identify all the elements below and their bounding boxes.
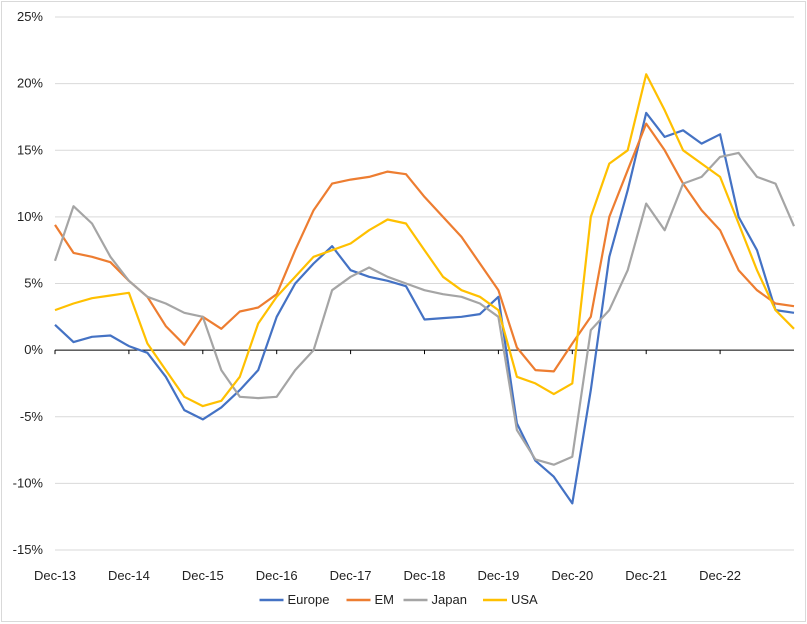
x-tick-label: Dec-19 [477,568,519,583]
x-tick-label: Dec-16 [256,568,298,583]
x-tick-label: Dec-13 [34,568,76,583]
x-tick-label: Dec-15 [182,568,224,583]
legend-label-japan: Japan [432,592,467,607]
x-tick-label: Dec-18 [404,568,446,583]
x-tick-label: Dec-20 [551,568,593,583]
legend: Europe EM Japan USA [259,592,538,607]
series-line-usa [54,73,795,408]
y-tick-label: 25% [17,9,43,24]
x-tick-label: Dec-17 [330,568,372,583]
x-axis-ticks: Dec-13 Dec-14 Dec-15 Dec-16 Dec-17 Dec-18 Dec-… [34,568,741,583]
y-tick-label: 10% [17,209,43,224]
x-tick-label: Dec-21 [625,568,667,583]
zero-axis [54,349,794,355]
y-tick-label: 15% [17,142,43,157]
y-tick-label: -10% [13,475,44,490]
y-tick-label: -5% [20,409,44,424]
gridlines [55,16,794,551]
y-tick-label: -15% [13,542,44,557]
series-lines [53,73,796,505]
y-tick-label: 5% [24,276,43,291]
x-tick-label: Dec-22 [699,568,741,583]
series-line-europe [54,111,795,505]
legend-label-em: EM [375,592,395,607]
y-axis-ticks: -15% -10% -5% 0% 5% 10% 15% 20% 25% [13,9,44,557]
series-line-japan [53,151,796,466]
y-tick-label: 20% [17,76,43,91]
legend-label-usa: USA [511,592,538,607]
x-tick-label: Dec-14 [108,568,150,583]
legend-label-europe: Europe [288,592,330,607]
y-tick-label: 0% [24,342,43,357]
series-line-em [54,122,795,373]
